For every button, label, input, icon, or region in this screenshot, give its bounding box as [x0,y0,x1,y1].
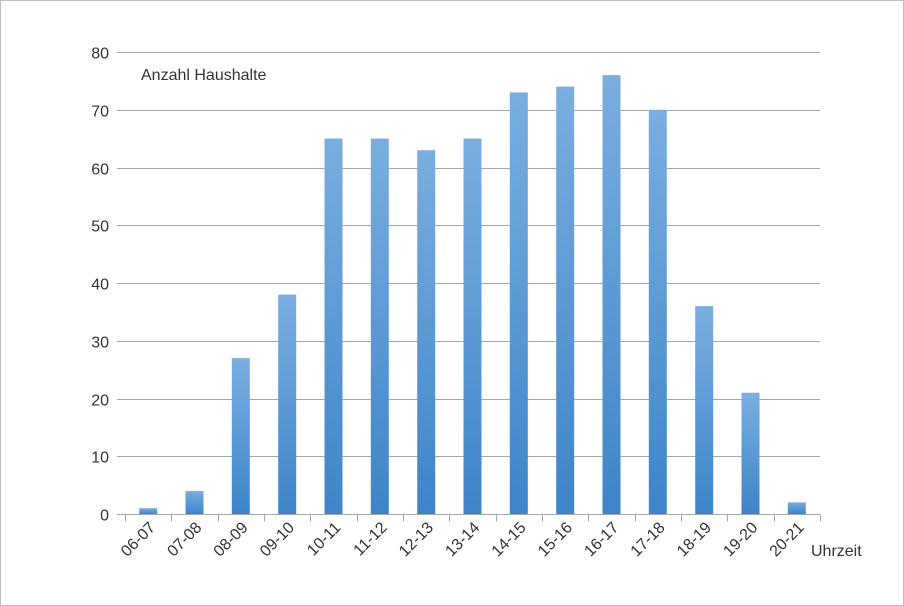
x-tick-label: 13-14 [442,519,483,560]
y-tick-label: 40 [91,277,109,294]
bars [139,75,806,515]
x-tick-label: 18-19 [674,519,715,560]
bar [695,306,714,514]
x-tick-label: 12-13 [396,519,437,560]
y-tick-label: 10 [91,450,109,467]
x-tick-label: 09-10 [257,519,298,560]
bar [324,138,343,514]
y-tick-label: 50 [91,219,109,236]
bar [185,490,204,514]
y-tick-label: 30 [91,335,109,352]
x-tick-label: 14-15 [489,519,530,560]
y-tick-label: 60 [91,162,109,179]
x-tick-label: 11-12 [351,519,391,559]
bar [231,358,250,514]
x-tick-label: 19-20 [720,519,761,560]
bar [741,392,760,514]
bar [370,138,389,514]
bar [787,502,806,514]
y-tick-label: 80 [91,46,109,63]
bar [278,294,297,514]
x-tick-label: 15-16 [535,519,576,560]
x-tick-label: 10-11 [304,519,344,559]
axes [117,52,821,522]
x-tick-label: 16-17 [581,519,622,560]
x-tick-label: 20-21 [767,519,808,560]
y-tick-label: 0 [100,508,109,525]
y-tick-label: 20 [91,393,109,410]
x-tick-label: 17-18 [628,519,669,560]
bar [509,92,528,515]
x-tick-label: 07-08 [164,519,205,560]
bar [602,75,621,514]
bar [417,150,436,514]
x-axis-title: Uhrzeit [811,543,862,560]
bar [556,86,575,514]
bar [648,109,667,515]
y-axis-title: Anzahl Haushalte [141,67,267,84]
y-tick-label: 70 [91,104,109,121]
bar [463,138,482,514]
bar [139,508,158,514]
x-tick-label: 06-07 [118,519,159,560]
x-tick-label: 08-09 [211,519,252,560]
